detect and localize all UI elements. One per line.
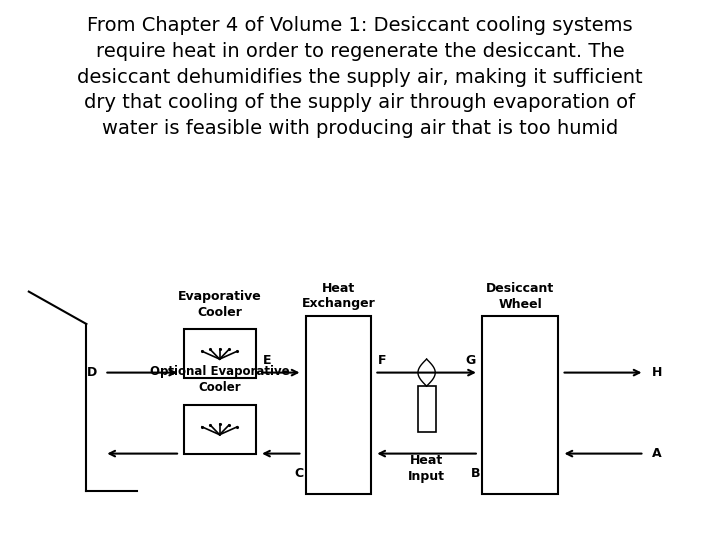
Text: Optional Evaporative
Cooler: Optional Evaporative Cooler (150, 365, 289, 394)
Text: B: B (470, 467, 480, 480)
Text: Heat
Input: Heat Input (408, 454, 445, 483)
Text: Desiccant
Wheel: Desiccant Wheel (486, 281, 554, 310)
Bar (418, 386, 436, 432)
Text: D: D (87, 366, 97, 379)
Text: F: F (378, 354, 387, 367)
Text: E: E (263, 354, 271, 367)
Text: A: A (652, 447, 661, 460)
Text: Heat
Exchanger: Heat Exchanger (302, 281, 375, 310)
Text: From Chapter 4 of Volume 1: Desiccant cooling systems
require heat in order to r: From Chapter 4 of Volume 1: Desiccant co… (77, 16, 643, 138)
Bar (306, 316, 371, 494)
Text: Evaporative
Cooler: Evaporative Cooler (178, 289, 261, 319)
Bar (184, 329, 256, 378)
Text: H: H (652, 366, 662, 379)
Text: G: G (465, 354, 475, 367)
Text: C: C (294, 467, 303, 480)
Bar (184, 405, 256, 454)
Bar (482, 316, 558, 494)
